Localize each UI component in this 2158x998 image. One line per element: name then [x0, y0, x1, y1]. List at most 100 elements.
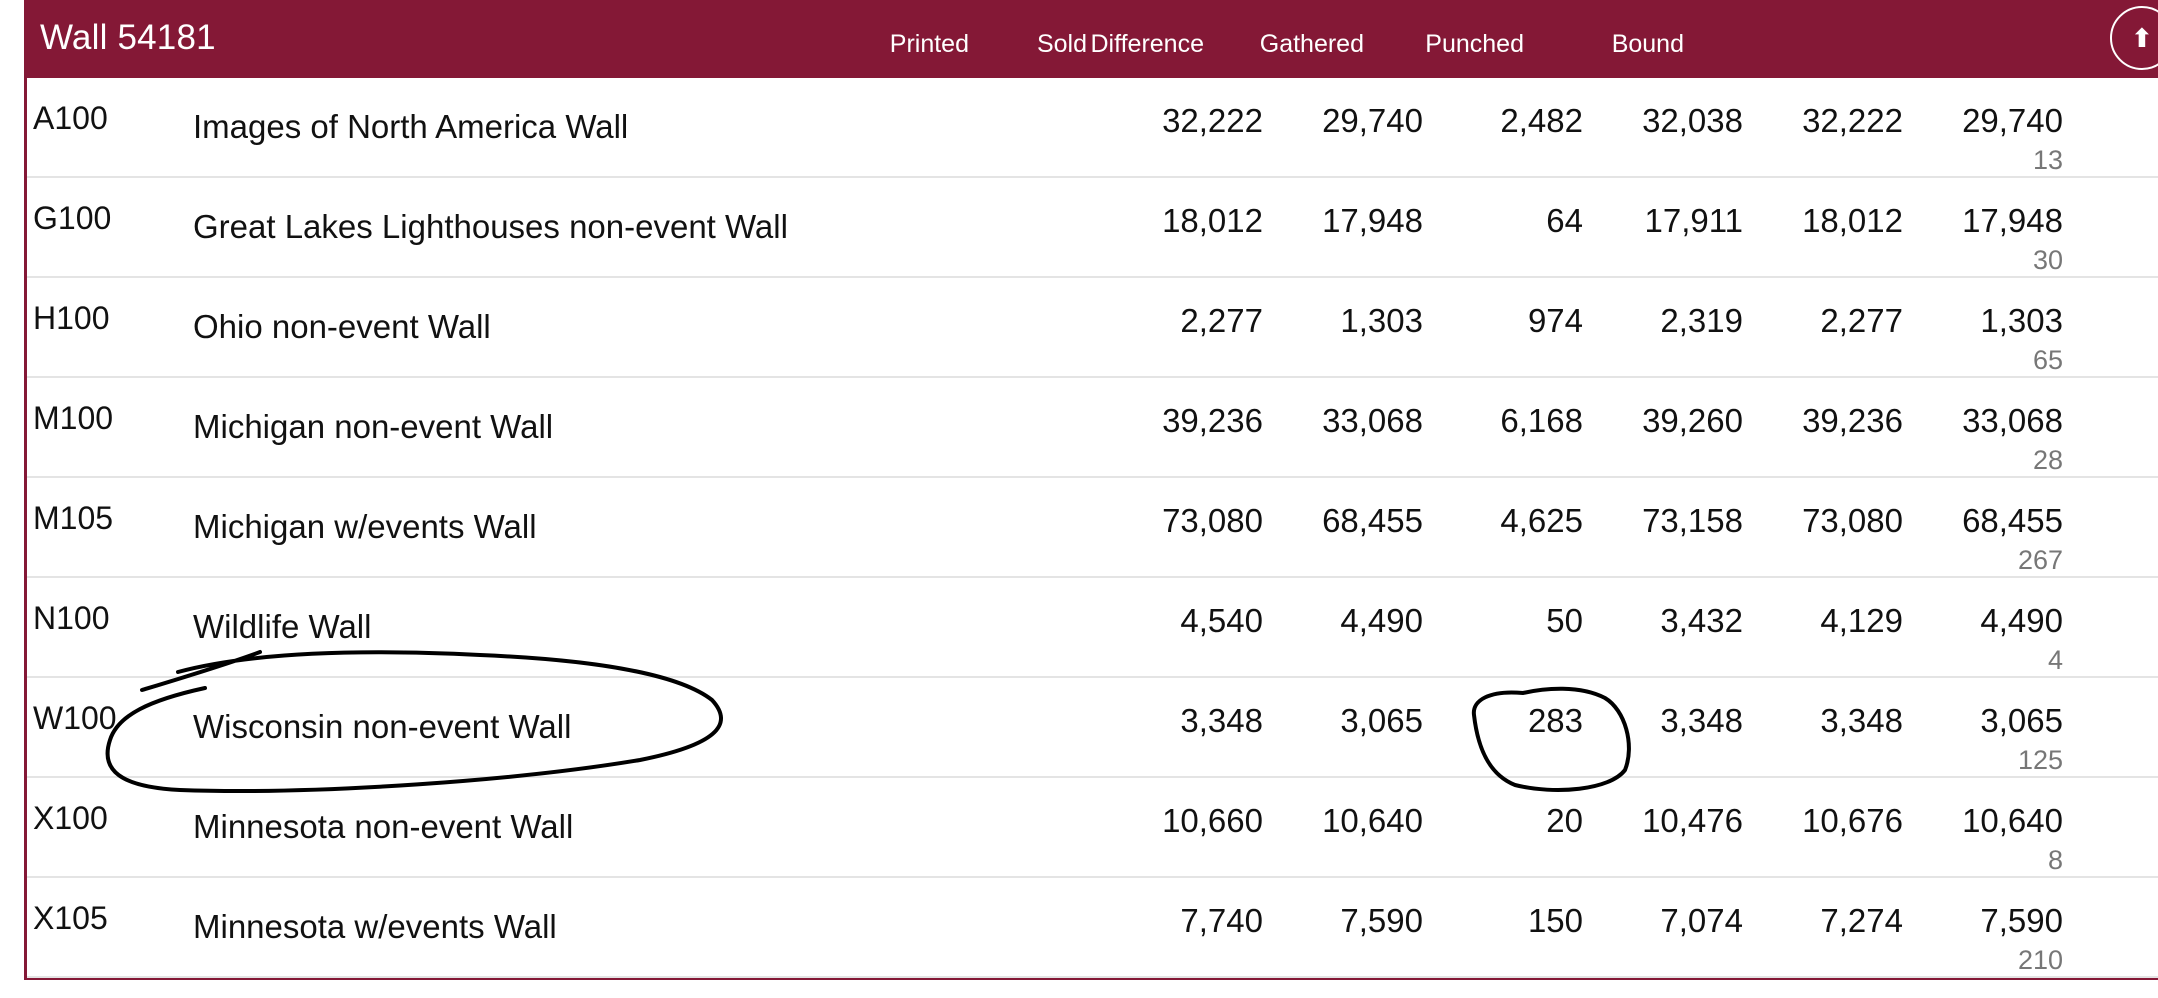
row-code: W100	[33, 700, 117, 736]
cell-gathered: 3,432	[1660, 602, 1743, 639]
table-row[interactable]: M100 Michigan non-event Wall 39,236 33,068 6…	[27, 378, 2158, 478]
row-code: H100	[33, 300, 110, 336]
cell-sold: 10,640	[1322, 802, 1423, 839]
cell-punched: 3,348	[1820, 702, 1903, 739]
column-header-bound[interactable]: Bound	[1611, 30, 1684, 58]
cell-punched: 32,222	[1802, 102, 1903, 139]
row-code: X105	[33, 900, 108, 936]
table-row[interactable]: H100 Ohio non-event Wall 2,277 1,303 974 2,31…	[27, 278, 2158, 378]
table-row[interactable]: M105 Michigan w/events Wall 73,080 68,455 4,…	[27, 478, 2158, 578]
cell-bound-sub: 210	[2017, 945, 2063, 975]
column-header-punched[interactable]: Punched	[1425, 30, 1524, 58]
cell-bound: 17,948	[1962, 202, 2063, 239]
cell-sold: 33,068	[1322, 402, 1423, 439]
cell-printed: 18,012	[1162, 202, 1263, 239]
cell-bound-sub: 4	[2047, 645, 2063, 675]
cell-sold: 68,455	[1322, 502, 1423, 539]
cell-punched: 10,676	[1802, 802, 1903, 839]
cell-gathered: 39,260	[1642, 402, 1743, 439]
cell-difference: 6,168	[1500, 402, 1583, 439]
cell-printed: 4,540	[1180, 602, 1263, 639]
row-name: Michigan w/events Wall	[193, 508, 537, 545]
cell-bound: 4,490	[1980, 602, 2063, 639]
row-name: Minnesota w/events Wall	[193, 908, 557, 945]
row-name: Michigan non-event Wall	[193, 408, 554, 445]
cell-bound: 29,740	[1962, 102, 2063, 139]
table-frame	[24, 0, 2158, 980]
row-code: N100	[33, 600, 110, 636]
cell-gathered: 17,911	[1644, 202, 1743, 239]
table-row[interactable]: N100 Wildlife Wall 4,540 4,490 50 3,432 4,129 4…	[27, 578, 2158, 678]
cell-gathered: 73,158	[1642, 502, 1743, 539]
row-code: G100	[33, 200, 112, 236]
cell-difference: 2,482	[1500, 102, 1583, 139]
cell-punched: 18,012	[1802, 202, 1903, 239]
cell-difference: 4,625	[1500, 502, 1583, 539]
cell-bound-sub: 30	[2032, 245, 2063, 275]
cell-sold: 7,590	[1340, 902, 1423, 939]
cell-sold: 17,948	[1322, 202, 1423, 239]
cell-printed: 73,080	[1162, 502, 1263, 539]
cell-printed: 39,236	[1162, 402, 1263, 439]
cell-sold: 4,490	[1340, 602, 1423, 639]
cell-bound: 7,590	[1980, 902, 2063, 939]
cell-difference: 20	[1546, 802, 1583, 839]
row-code: M105	[33, 500, 114, 536]
cell-gathered: 7,074	[1660, 902, 1743, 939]
cell-bound-sub: 13	[2032, 145, 2063, 175]
row-name: Minnesota non-event Wall	[193, 808, 574, 845]
row-name: Images of North America Wall	[193, 108, 629, 145]
cell-difference: 64	[1546, 202, 1583, 239]
cell-bound-sub: 28	[2032, 445, 2063, 475]
cell-difference: 150	[1527, 902, 1583, 939]
cell-printed: 10,660	[1162, 802, 1263, 839]
table-row[interactable]: G100 Great Lakes Lighthouses non-event Wa…	[27, 178, 2158, 278]
cell-sold: 3,065	[1340, 702, 1423, 739]
column-header-gathered[interactable]: Gathered	[1259, 30, 1364, 58]
table-row[interactable]: W100 Wisconsin non-event Wall 3,348 3,065 28…	[27, 678, 2158, 778]
cell-printed: 7,740	[1180, 902, 1263, 939]
cell-bound-sub: 65	[2032, 345, 2063, 375]
cell-bound-sub: 8	[2047, 845, 2063, 875]
scroll-to-top-button[interactable]: ⬆	[2110, 6, 2158, 70]
page-title: Wall 54181	[40, 18, 216, 57]
up-arrow-icon: ⬆	[2131, 22, 2153, 53]
cell-bound: 10,640	[1962, 802, 2063, 839]
cell-printed: 2,277	[1180, 302, 1263, 339]
row-code: M100	[33, 400, 114, 436]
row-code: A100	[33, 100, 108, 136]
cell-sold: 1,303	[1340, 302, 1423, 339]
row-name: Wisconsin non-event Wall	[193, 708, 572, 745]
cell-gathered: 32,038	[1642, 102, 1743, 139]
cell-punched: 2,277	[1820, 302, 1903, 339]
cell-bound: 1,303	[1980, 302, 2063, 339]
row-name: Wildlife Wall	[193, 608, 372, 645]
cell-bound: 3,065	[1980, 702, 2063, 739]
cell-difference: 50	[1546, 602, 1583, 639]
column-header-printed[interactable]: Printed	[889, 30, 969, 58]
table-header: Wall 54181 Printed Sold Difference Gathe…	[24, 0, 2158, 78]
cell-punched: 7,274	[1820, 902, 1903, 939]
column-header-difference[interactable]: Difference	[1090, 30, 1205, 58]
cell-printed: 32,222	[1162, 102, 1263, 139]
cell-gathered: 10,476	[1642, 802, 1743, 839]
cell-difference: 974	[1527, 302, 1583, 339]
column-header-sold[interactable]: Sold	[1036, 30, 1087, 58]
row-code: X100	[33, 800, 108, 836]
cell-printed: 3,348	[1180, 702, 1263, 739]
cell-sold: 29,740	[1322, 102, 1423, 139]
cell-gathered: 3,348	[1660, 702, 1743, 739]
cell-punched: 4,129	[1820, 602, 1903, 639]
cell-punched: 73,080	[1802, 502, 1903, 539]
row-name: Ohio non-event Wall	[193, 308, 491, 345]
table-row[interactable]: A100 Images of North America Wall 32,222 29…	[27, 78, 2158, 178]
cell-bound-sub: 267	[2017, 545, 2063, 575]
row-name: Great Lakes Lighthouses non-event Wall	[193, 208, 788, 245]
cell-gathered: 2,319	[1660, 302, 1743, 339]
cell-punched: 39,236	[1802, 402, 1903, 439]
table-row[interactable]: X100 Minnesota non-event Wall 10,660 10,640…	[27, 778, 2158, 878]
cell-bound: 33,068	[1962, 402, 2063, 439]
cell-bound: 68,455	[1962, 502, 2063, 539]
table-row[interactable]: X105 Minnesota w/events Wall 7,740 7,590 150…	[27, 878, 2158, 978]
cell-bound-sub: 125	[2017, 745, 2063, 775]
